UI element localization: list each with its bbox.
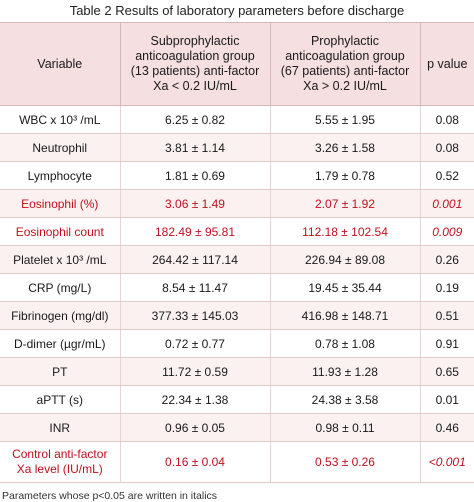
header-row: Variable Subprophylactic anticoagulation… xyxy=(0,22,474,106)
cell-p-value: 0.001 xyxy=(419,189,474,218)
cell-sub-value: 3.06 ± 1.49 xyxy=(119,189,270,218)
cell-variable: D-dimer (µgr/mL) xyxy=(0,329,120,358)
header-p-value: p value xyxy=(419,22,474,106)
cell-sub-value: 0.16 ± 0.04 xyxy=(119,441,270,483)
cell-p-value: 0.01 xyxy=(419,385,474,414)
cell-p-value: 0.08 xyxy=(419,105,474,134)
cell-p-value: 0.52 xyxy=(419,161,474,190)
cell-sub-value: 0.72 ± 0.77 xyxy=(119,329,270,358)
header-variable: Variable xyxy=(0,22,120,106)
table-row-platelet: Platelet x 10³ /mL 264.42 ± 117.14 226.9… xyxy=(0,245,474,274)
header-subprophylactic-group: Subprophylactic anticoagulation group (1… xyxy=(119,22,270,106)
cell-pro-value: 3.26 ± 1.58 xyxy=(269,133,420,162)
cell-pro-value: 0.98 ± 0.11 xyxy=(269,413,420,442)
table-row-control-anti-factor-xa: Control anti-factor Xa level (IU/mL) 0.1… xyxy=(0,441,474,483)
cell-p-value: 0.19 xyxy=(419,273,474,302)
cell-variable: PT xyxy=(0,357,120,386)
cell-variable: Eosinophil (%) xyxy=(0,189,120,218)
cell-pro-value: 0.53 ± 0.26 xyxy=(269,441,420,483)
cell-pro-value: 226.94 ± 89.08 xyxy=(269,245,420,274)
cell-pro-value: 416.98 ± 148.71 xyxy=(269,301,420,330)
cell-variable: Fibrinogen (mg/dl) xyxy=(0,301,120,330)
table-row-fibrinogen: Fibrinogen (mg/dl) 377.33 ± 145.03 416.9… xyxy=(0,301,474,330)
cell-variable: aPTT (s) xyxy=(0,385,120,414)
cell-sub-value: 264.42 ± 117.14 xyxy=(119,245,270,274)
cell-p-value: <0.001 xyxy=(419,441,474,483)
cell-sub-value: 8.54 ± 11.47 xyxy=(119,273,270,302)
cell-sub-value: 11.72 ± 0.59 xyxy=(119,357,270,386)
table-row-d-dimer: D-dimer (µgr/mL) 0.72 ± 0.77 0.78 ± 1.08… xyxy=(0,329,474,358)
table-row-aptt: aPTT (s) 22.34 ± 1.38 24.38 ± 3.58 0.01 xyxy=(0,385,474,414)
cell-p-value: 0.91 xyxy=(419,329,474,358)
cell-pro-value: 11.93 ± 1.28 xyxy=(269,357,420,386)
cell-sub-value: 377.33 ± 145.03 xyxy=(119,301,270,330)
table-row-inr: INR 0.96 ± 0.05 0.98 ± 0.11 0.46 xyxy=(0,413,474,442)
cell-sub-value: 3.81 ± 1.14 xyxy=(119,133,270,162)
cell-pro-value: 24.38 ± 3.58 xyxy=(269,385,420,414)
table-row-neutrophil: Neutrophil 3.81 ± 1.14 3.26 ± 1.58 0.08 xyxy=(0,133,474,162)
cell-variable: CRP (mg/L) xyxy=(0,273,120,302)
cell-pro-value: 0.78 ± 1.08 xyxy=(269,329,420,358)
cell-variable: WBC x 10³ /mL xyxy=(0,105,120,134)
cell-pro-value: 5.55 ± 1.95 xyxy=(269,105,420,134)
cell-variable: Neutrophil xyxy=(0,133,120,162)
cell-sub-value: 6.25 ± 0.82 xyxy=(119,105,270,134)
cell-p-value: 0.65 xyxy=(419,357,474,386)
table-row-lymphocyte: Lymphocyte 1.81 ± 0.69 1.79 ± 0.78 0.52 xyxy=(0,161,474,190)
cell-variable: Control anti-factor Xa level (IU/mL) xyxy=(0,441,120,483)
cell-variable: Lymphocyte xyxy=(0,161,120,190)
cell-sub-value: 0.96 ± 0.05 xyxy=(119,413,270,442)
table-row-eosinophil-percent: Eosinophil (%) 3.06 ± 1.49 2.07 ± 1.92 0… xyxy=(0,189,474,218)
cell-p-value: 0.51 xyxy=(419,301,474,330)
cell-sub-value: 182.49 ± 95.81 xyxy=(119,217,270,246)
cell-sub-value: 1.81 ± 0.69 xyxy=(119,161,270,190)
cell-p-value: 0.26 xyxy=(419,245,474,274)
cell-p-value: 0.009 xyxy=(419,217,474,246)
table-row-crp: CRP (mg/L) 8.54 ± 11.47 19.45 ± 35.44 0.… xyxy=(0,273,474,302)
header-prophylactic-group: Prophylactic anticoagulation group (67 p… xyxy=(269,22,420,106)
cell-pro-value: 112.18 ± 102.54 xyxy=(269,217,420,246)
table-row-eosinophil-count: Eosinophil count 182.49 ± 95.81 112.18 ±… xyxy=(0,217,474,246)
table-footnote: Parameters whose p<0.05 are written in i… xyxy=(2,490,218,502)
cell-pro-value: 1.79 ± 0.78 xyxy=(269,161,420,190)
table-row-wbc: WBC x 10³ /mL 6.25 ± 0.82 5.55 ± 1.95 0.… xyxy=(0,105,474,134)
cell-pro-value: 19.45 ± 35.44 xyxy=(269,273,420,302)
results-table: Variable Subprophylactic anticoagulation… xyxy=(0,22,474,483)
cell-sub-value: 22.34 ± 1.38 xyxy=(119,385,270,414)
cell-variable: Platelet x 10³ /mL xyxy=(0,245,120,274)
table-row-pt: PT 11.72 ± 0.59 11.93 ± 1.28 0.65 xyxy=(0,357,474,386)
cell-variable: INR xyxy=(0,413,120,442)
table-caption: Table 2 Results of laboratory parameters… xyxy=(69,3,405,18)
cell-pro-value: 2.07 ± 1.92 xyxy=(269,189,420,218)
cell-variable: Eosinophil count xyxy=(0,217,120,246)
cell-p-value: 0.46 xyxy=(419,413,474,442)
cell-p-value: 0.08 xyxy=(419,133,474,162)
